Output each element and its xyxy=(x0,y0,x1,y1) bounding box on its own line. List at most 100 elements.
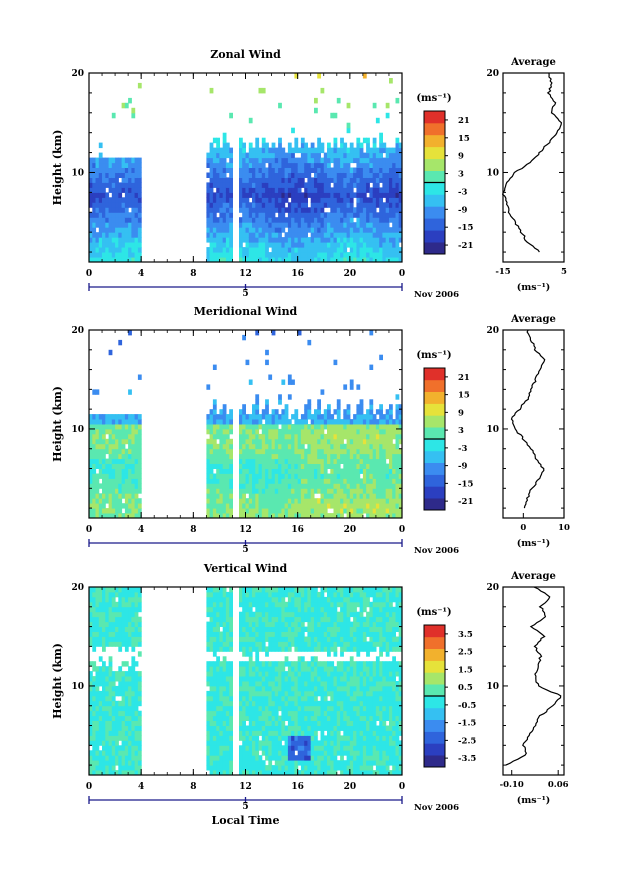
heatmap-cell xyxy=(124,197,129,203)
heatmap-cell xyxy=(294,227,299,233)
heatmap-cell xyxy=(281,666,286,672)
heatmap-cell xyxy=(216,142,220,149)
heatmap-cell xyxy=(310,419,315,425)
heatmap-cell xyxy=(225,488,230,494)
heatmap-cell xyxy=(89,513,93,519)
heatmap-cell xyxy=(333,257,338,263)
heatmap-cell xyxy=(252,222,256,228)
heatmap-cell xyxy=(294,419,299,425)
heatmap-cell xyxy=(320,508,325,514)
heatmap-cell xyxy=(268,705,273,712)
heatmap-cell xyxy=(336,419,341,425)
heatmap-cell xyxy=(392,152,396,159)
heatmap-cell xyxy=(137,621,142,627)
heatmap-cell xyxy=(222,601,227,608)
heatmap-cell xyxy=(278,661,282,667)
heatmap-cell xyxy=(307,257,312,263)
heatmap-cell xyxy=(252,503,256,509)
heatmap-cell xyxy=(265,232,269,238)
heatmap-cell xyxy=(134,433,139,440)
heatmap-cell xyxy=(291,508,295,514)
heatmap-cell xyxy=(307,399,312,405)
heatmap-cell xyxy=(134,483,139,489)
heatmap-cell xyxy=(229,448,233,455)
heatmap-cell xyxy=(92,755,97,761)
heatmap-cell xyxy=(219,172,224,178)
heatmap-cell xyxy=(121,611,126,618)
heatmap-cell xyxy=(242,192,246,198)
heatmap-cell xyxy=(261,695,266,702)
heatmap-cell xyxy=(206,257,211,263)
heatmap-cell xyxy=(362,242,367,248)
heatmap-cell xyxy=(242,227,246,233)
heatmap-cell xyxy=(375,453,380,460)
heatmap-cell xyxy=(229,202,233,208)
heatmap-cell xyxy=(222,167,227,173)
heatmap-cell xyxy=(379,414,383,420)
heatmap-cell xyxy=(92,513,97,519)
heatmap-cell xyxy=(131,765,136,771)
colorbar-swatch xyxy=(424,450,445,463)
heatmap-cell xyxy=(118,227,123,233)
heatmap-cell xyxy=(255,715,260,721)
heatmap-cell xyxy=(216,611,220,618)
heatmap-cell xyxy=(118,207,123,213)
heatmap-cell xyxy=(271,237,276,243)
heatmap-cell xyxy=(248,247,253,253)
heatmap-cell xyxy=(128,596,132,603)
heatmap-cell xyxy=(366,473,370,479)
heatmap-cell xyxy=(212,202,217,208)
heatmap-cell xyxy=(105,676,110,682)
heatmap-cell xyxy=(343,488,348,494)
heatmap-cell xyxy=(206,237,211,243)
heatmap-cell xyxy=(131,740,136,746)
heatmap-cell xyxy=(317,167,321,173)
heatmap-cell xyxy=(349,147,354,154)
heatmap-cell xyxy=(255,666,260,672)
heatmap-cell xyxy=(274,443,279,450)
heatmap-cell xyxy=(222,676,227,682)
heatmap-cell xyxy=(95,177,100,183)
heatmap-cell xyxy=(375,117,380,124)
heatmap-cell xyxy=(216,197,220,203)
heatmap-cell xyxy=(252,770,256,776)
heatmap-cell xyxy=(111,172,116,178)
colorbar-tick-label: -9 xyxy=(458,462,468,472)
heatmap-cell xyxy=(124,611,129,618)
heatmap-cell xyxy=(248,414,253,420)
heatmap-cell xyxy=(323,157,328,164)
heatmap-cell xyxy=(343,458,348,464)
heatmap-cell xyxy=(261,172,266,178)
heatmap-cell xyxy=(102,626,106,632)
heatmap-cell xyxy=(261,87,266,94)
heatmap-cell xyxy=(89,433,93,440)
heatmap-cell xyxy=(111,453,116,460)
heatmap-cell xyxy=(239,147,243,154)
heatmap-cells xyxy=(89,73,403,263)
heatmap-cell xyxy=(216,207,220,213)
heatmap-cell xyxy=(330,237,335,243)
heatmap-cell xyxy=(327,424,331,430)
heatmap-cell xyxy=(392,468,396,474)
heatmap-cell xyxy=(212,666,217,672)
heatmap-cell xyxy=(105,167,110,173)
heatmap-cell xyxy=(252,242,256,248)
heatmap-cell xyxy=(261,601,266,608)
heatmap-cell xyxy=(222,765,227,771)
heatmap-cell xyxy=(398,252,403,258)
heatmap-cell xyxy=(300,473,305,479)
heatmap-cell xyxy=(385,187,390,193)
heatmap-cell xyxy=(265,636,269,642)
heatmap-cell xyxy=(111,424,116,430)
heatmap-cell xyxy=(268,745,273,751)
heatmap-cell xyxy=(245,715,250,721)
heatmap-cell xyxy=(118,601,123,608)
heatmap-cell xyxy=(131,419,136,425)
heatmap-cell xyxy=(274,671,279,677)
heatmap-cell xyxy=(242,197,246,203)
heatmap-cell xyxy=(128,636,132,642)
heatmap-cell xyxy=(248,755,253,761)
heatmap-cell xyxy=(268,493,273,499)
heatmap-cell xyxy=(95,424,100,430)
heatmap-cell xyxy=(395,448,400,455)
